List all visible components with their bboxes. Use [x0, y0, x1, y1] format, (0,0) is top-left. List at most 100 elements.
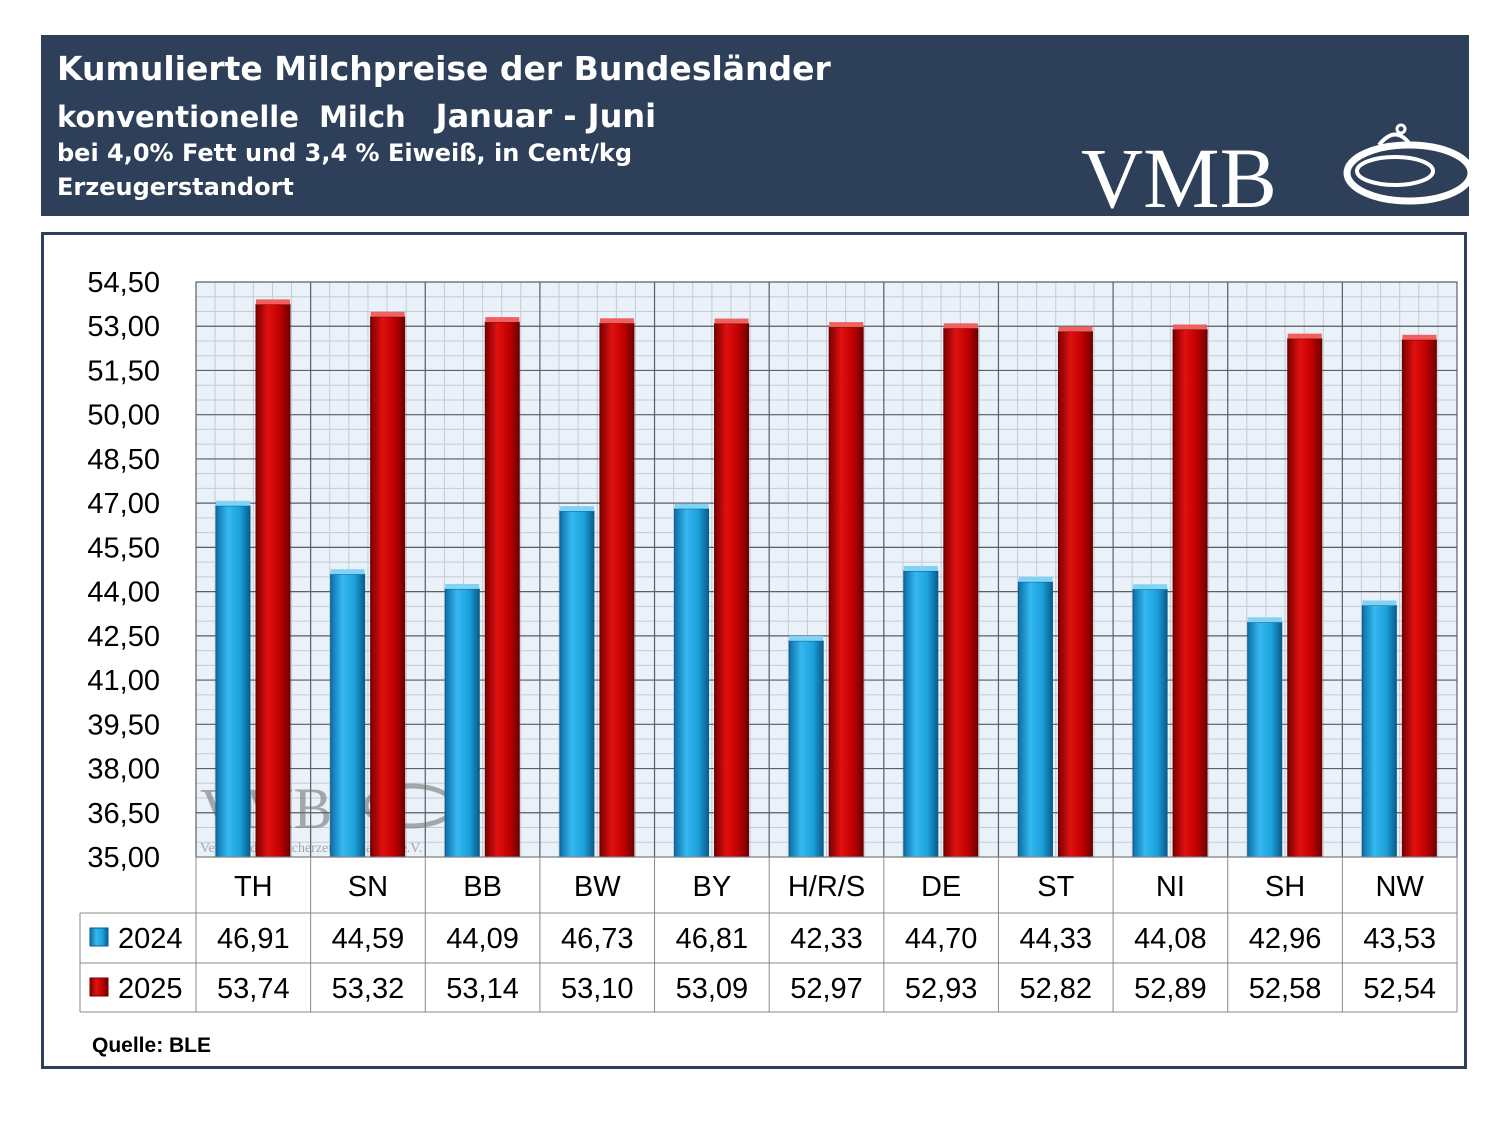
- y-tick-label: 36,50: [87, 798, 160, 830]
- y-tick-label: 41,00: [87, 665, 160, 697]
- bar-2025: [370, 316, 406, 858]
- x-category-label: BY: [693, 871, 732, 903]
- data-label-2025: 52,97: [790, 973, 863, 1005]
- bar-2024-top: [1362, 600, 1397, 606]
- y-tick-label: 45,50: [87, 532, 160, 564]
- bar-2025: [599, 322, 635, 858]
- bar-2024-top: [674, 503, 709, 509]
- x-category-label: DE: [921, 871, 961, 903]
- y-tick-label: 48,50: [87, 444, 160, 476]
- bar-2025-top: [370, 311, 405, 317]
- y-tick-label: 44,00: [87, 577, 160, 609]
- bar-2025: [714, 323, 750, 858]
- bar-2024: [1132, 588, 1168, 858]
- data-label-2024: 44,70: [905, 923, 978, 955]
- bar-2024: [559, 510, 595, 858]
- data-label-2025: 52,58: [1249, 973, 1322, 1005]
- x-category-label: ST: [1037, 871, 1074, 903]
- y-tick-label: 54,50: [87, 267, 160, 299]
- legend-key-2024: [89, 927, 109, 947]
- subtitle-period: Januar - Juni: [435, 97, 657, 135]
- data-label-2025: 52,82: [1019, 973, 1092, 1005]
- data-label-2024: 46,73: [561, 923, 634, 955]
- bar-2024-top: [445, 583, 480, 589]
- bar-2025: [943, 327, 979, 858]
- bar-2025: [1057, 331, 1093, 858]
- bar-2025: [1287, 338, 1323, 858]
- data-label-2025: 52,89: [1134, 973, 1207, 1005]
- data-label-2025: 52,54: [1363, 973, 1436, 1005]
- y-tick-label: 50,00: [87, 400, 160, 432]
- data-label-2025: 53,32: [332, 973, 405, 1005]
- bar-2025: [484, 321, 520, 858]
- source-note: Quelle: BLE: [92, 1034, 212, 1057]
- data-label-2024: 44,33: [1019, 923, 1092, 955]
- x-category-label: SH: [1265, 871, 1305, 903]
- bar-2025-top: [829, 322, 864, 328]
- y-tick-label: 53,00: [87, 311, 160, 343]
- bar-2024-top: [1133, 584, 1168, 590]
- x-category-label: BB: [463, 871, 502, 903]
- bar-2024-top: [330, 569, 365, 575]
- x-category-label: SN: [348, 871, 388, 903]
- bar-2025: [828, 326, 864, 858]
- bar-2024: [903, 570, 939, 858]
- bar-2025-top: [943, 323, 978, 329]
- bar-2024-top: [789, 635, 824, 641]
- data-label-2025: 53,14: [446, 973, 519, 1005]
- bar-2025: [1172, 328, 1208, 858]
- bar-2024-top: [1247, 617, 1282, 623]
- bar-2025-top: [1287, 333, 1322, 339]
- x-category-label: NW: [1376, 871, 1425, 903]
- chart-subtitle: konventionelle Milch Januar - Juni: [57, 97, 656, 135]
- legend-label-2024: 2024: [118, 923, 183, 955]
- data-label-2024: 44,08: [1134, 923, 1207, 955]
- bar-2024: [215, 505, 251, 858]
- bar-2024: [1017, 581, 1053, 858]
- data-label-2024: 42,96: [1249, 923, 1322, 955]
- data-label-2024: 44,09: [446, 923, 519, 955]
- data-label-2024: 42,33: [790, 923, 863, 955]
- bar-2025-top: [1402, 334, 1437, 340]
- y-tick-label: 38,00: [87, 754, 160, 786]
- data-label-2024: 43,53: [1363, 923, 1436, 955]
- data-label-2025: 53,09: [676, 973, 749, 1005]
- data-label-2024: 46,81: [676, 923, 749, 955]
- data-label-2024: 46,91: [217, 923, 290, 955]
- data-label-2025: 53,10: [561, 973, 634, 1005]
- vmb-logo-emblem: [1343, 123, 1471, 205]
- bar-2024-top: [1018, 576, 1053, 582]
- bar-2024-top: [903, 565, 938, 571]
- bar-2025-top: [714, 318, 749, 324]
- bar-2024: [444, 588, 480, 858]
- chart-location-note: Erzeugerstandort: [57, 173, 294, 201]
- x-category-label: BW: [574, 871, 621, 903]
- bar-2025-top: [599, 318, 634, 324]
- y-tick-label: 51,50: [87, 355, 160, 387]
- legend-label-2025: 2025: [118, 973, 183, 1005]
- data-label-2024: 44,59: [332, 923, 405, 955]
- chart-title: Kumulierte Milchpreise der Bundesländer: [57, 49, 831, 88]
- x-category-label: NI: [1156, 871, 1185, 903]
- bar-2024-top: [559, 506, 594, 512]
- legend-key-2025: [89, 977, 109, 997]
- x-category-label: TH: [234, 871, 273, 903]
- chart-unit-note: bei 4,0% Fett und 3,4 % Eiweiß, in Cent/…: [57, 139, 632, 167]
- x-category-label: H/R/S: [788, 871, 865, 903]
- bar-2024: [330, 573, 366, 858]
- bar-2024: [674, 508, 710, 858]
- y-tick-label: 39,50: [87, 709, 160, 741]
- bar-2025-top: [256, 299, 290, 305]
- y-tick-label: 47,00: [87, 488, 160, 520]
- vmb-logo: VMB: [1081, 123, 1471, 215]
- header-banner: Kumulierte Milchpreise der Bundesländer …: [41, 35, 1471, 216]
- bar-2024: [788, 640, 824, 858]
- vmb-logo-text: VMB: [1081, 130, 1277, 215]
- subtitle-milk-type: konventionelle Milch: [57, 100, 406, 134]
- bar-2025-top: [1058, 326, 1093, 332]
- y-tick-label: 42,50: [87, 621, 160, 653]
- bar-2025: [1401, 339, 1437, 858]
- bar-2024: [1361, 604, 1397, 858]
- bar-2025-top: [1173, 324, 1208, 330]
